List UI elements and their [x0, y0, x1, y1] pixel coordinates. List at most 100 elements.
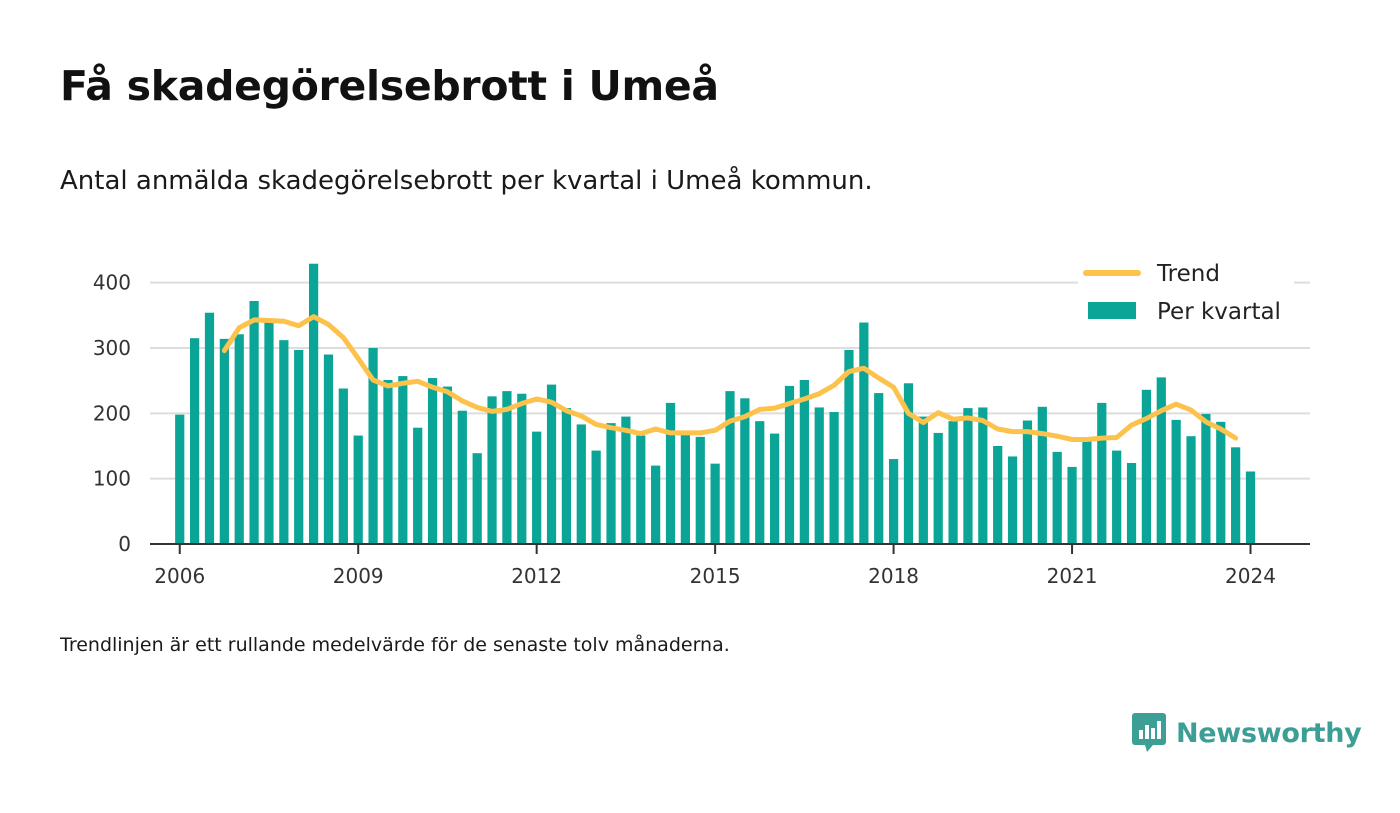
bar: [517, 393, 527, 544]
y-tick-label: 400: [93, 271, 131, 295]
bar: [368, 348, 378, 544]
bar: [175, 414, 185, 544]
x-tick-label: 2018: [868, 564, 919, 588]
bar: [398, 376, 408, 544]
bar: [1245, 471, 1256, 544]
bar: [383, 380, 393, 544]
bar: [249, 300, 259, 544]
bar: [1037, 406, 1047, 544]
bar: [234, 334, 244, 544]
bar: [710, 463, 720, 544]
x-axis-tick-labels: 2006 2009 2012 2015 2018 2021 2024: [154, 564, 1276, 588]
footnote: Trendlinjen är ett rullande medelvärde f…: [60, 634, 730, 656]
bar: [1112, 450, 1122, 544]
x-tick-label: 2015: [690, 564, 741, 588]
bar: [784, 385, 795, 544]
bar: [829, 412, 839, 544]
bar: [323, 354, 334, 544]
bar: [487, 396, 497, 544]
bar: [1022, 420, 1033, 544]
legend-label-trend: Trend: [1156, 261, 1220, 287]
bar: [442, 386, 453, 544]
bar: [546, 384, 557, 544]
bar: [576, 424, 586, 544]
y-tick-label: 200: [93, 401, 131, 425]
legend-label-per-kvartal: Per kvartal: [1157, 299, 1281, 325]
bar: [1171, 419, 1181, 544]
bar: [665, 402, 676, 544]
y-tick-label: 300: [93, 336, 131, 360]
bar: [963, 408, 973, 544]
bar: [814, 407, 824, 544]
bar: [695, 436, 705, 544]
bar: [636, 435, 646, 544]
x-axis: [150, 543, 1310, 554]
newsworthy-logo-icon: [1132, 713, 1166, 752]
bar: [294, 349, 304, 544]
bar: [1052, 451, 1062, 544]
x-tick-label: 2006: [154, 564, 205, 588]
bar: [472, 453, 482, 544]
bar: [591, 450, 601, 544]
bar: [308, 263, 319, 544]
x-tick-label: 2021: [1047, 564, 1098, 588]
bar: [1007, 456, 1018, 544]
bar: [993, 446, 1003, 544]
bar: [844, 349, 854, 544]
bar: [770, 433, 780, 544]
bar: [918, 416, 928, 544]
bar: [888, 459, 899, 544]
bar: [1156, 377, 1166, 544]
bar: [651, 465, 661, 544]
bar: [903, 383, 914, 544]
bar: [680, 432, 690, 544]
trend-line: [221, 314, 1239, 442]
y-axis-tick-labels: 0 100 200 300 400: [93, 271, 131, 556]
chart-subtitle: Antal anmälda skadegörelsebrott per kvar…: [60, 166, 873, 196]
bar: [1216, 421, 1226, 544]
bar: [1126, 462, 1137, 544]
bar-series-per-kvartal: [175, 263, 1256, 544]
legend: Trend Per kvartal: [1078, 256, 1294, 338]
bar: [279, 340, 289, 544]
bar: [1067, 466, 1077, 544]
bar: [1231, 447, 1241, 544]
bar: [264, 321, 274, 544]
chart-title: Få skadegörelsebrott i Umeå: [60, 62, 719, 110]
bar: [859, 322, 869, 544]
bar: [1097, 402, 1107, 544]
bar: [457, 410, 467, 544]
x-tick-label: 2024: [1225, 564, 1276, 588]
bar: [413, 427, 423, 544]
bar: [755, 421, 765, 544]
bar: [621, 416, 631, 544]
bar: [338, 388, 348, 544]
bar: [561, 408, 572, 544]
bar: [1141, 389, 1152, 544]
y-tick-label: 100: [93, 467, 131, 491]
newsworthy-logo: Newsworthy: [1132, 712, 1362, 754]
bar: [606, 423, 616, 544]
bar: [799, 380, 809, 544]
bar: [933, 432, 943, 544]
bar: [502, 391, 512, 544]
x-tick-label: 2012: [511, 564, 562, 588]
bar: [725, 391, 735, 544]
bar: [353, 435, 363, 544]
legend-bar-swatch: [1088, 302, 1136, 319]
newsworthy-logo-text: Newsworthy: [1176, 717, 1362, 749]
y-tick-label: 0: [118, 532, 131, 556]
bar: [427, 378, 438, 544]
legend-background: [1078, 256, 1294, 338]
x-tick-label: 2009: [333, 564, 384, 588]
bar: [874, 393, 884, 544]
bar: [204, 312, 215, 544]
bar: [948, 421, 958, 544]
bar: [1201, 413, 1211, 544]
bar: [219, 338, 229, 544]
bar: [532, 431, 542, 544]
bar: [740, 398, 750, 544]
bar: [978, 407, 988, 544]
bar: [1186, 436, 1196, 544]
